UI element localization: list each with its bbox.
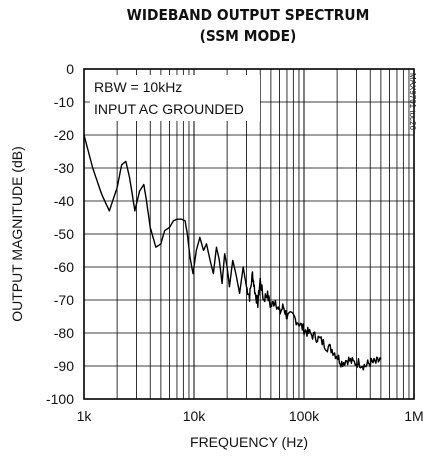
part-number: MAX9701 toc26 xyxy=(408,73,417,130)
y-tick-label: -30 xyxy=(54,160,74,176)
x-tick-label: 1k xyxy=(77,408,93,424)
x-tick-label: 10k xyxy=(183,408,207,424)
y-tick-label: -70 xyxy=(54,292,74,308)
y-tick-label: -100 xyxy=(46,391,74,407)
y-tick-label: -20 xyxy=(54,127,74,143)
y-tick-label: -10 xyxy=(54,94,74,110)
y-tick-label: 0 xyxy=(66,61,74,77)
y-tick-label: -50 xyxy=(54,226,74,242)
x-axis-label: FREQUENCY (Hz) xyxy=(190,434,308,450)
annotation-rbw: RBW = 10kHz xyxy=(94,79,182,95)
plot-frame xyxy=(83,68,415,400)
y-tick-labels: 0 -10 -20 -30 -40 -50 -60 -70 -80 -90 -100 xyxy=(46,61,74,407)
chart-subtitle: (SSM MODE) xyxy=(199,27,297,45)
y-tick-label: -90 xyxy=(54,358,74,374)
x-tick-label: 100k xyxy=(289,408,320,424)
series-line xyxy=(83,134,382,371)
x-tick-labels: 1k 10k 100k 1M xyxy=(77,408,424,424)
annotation-background xyxy=(90,75,260,121)
chart-title: WIDEBAND OUTPUT SPECTRUM xyxy=(126,6,370,24)
annotation-input: INPUT AC GROUNDED xyxy=(94,101,244,117)
y-tick-label: -40 xyxy=(54,193,74,209)
y-axis-label: OUTPUT MAGNITUDE (dB) xyxy=(9,146,25,322)
y-tick-label: -60 xyxy=(54,259,74,275)
x-tick-label: 1M xyxy=(404,408,423,424)
y-tick-label: -80 xyxy=(54,325,74,341)
